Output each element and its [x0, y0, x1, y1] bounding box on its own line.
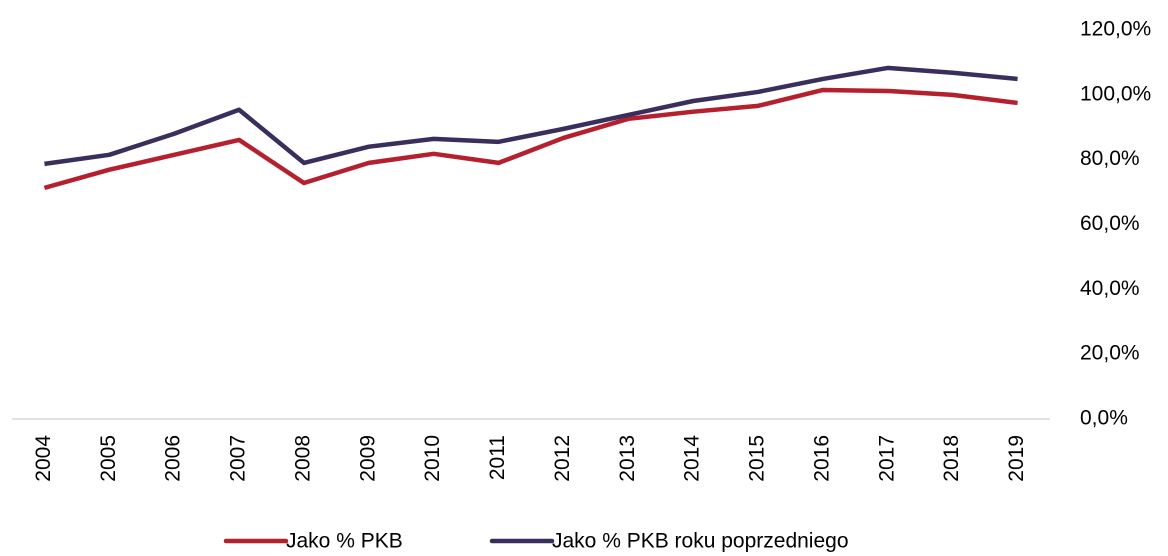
line-series — [44, 65, 1018, 167]
line-series — [43, 87, 1018, 191]
x-tick-label: 2017 — [875, 435, 898, 482]
x-tick-label: 2013 — [616, 435, 639, 482]
y-tick-label: 120,0% — [1080, 18, 1151, 41]
y-tick-label: 40,0% — [1080, 277, 1140, 300]
x-tick-label: 2008 — [291, 435, 314, 482]
legend-label: Jako % PKB roku poprzedniego — [552, 530, 849, 553]
y-tick-label: 60,0% — [1080, 212, 1140, 235]
y-tick-label: 20,0% — [1080, 342, 1140, 365]
x-tick-label: 2006 — [162, 435, 185, 482]
x-tick-label: 2018 — [940, 435, 963, 482]
x-tick-label: 2005 — [97, 435, 120, 482]
x-tick-label: 2010 — [421, 435, 444, 482]
x-tick-label: 2016 — [810, 435, 833, 482]
x-tick-label: 2014 — [681, 435, 704, 482]
x-tick-label: 2011 — [486, 435, 509, 480]
x-tick-label: 2015 — [746, 435, 769, 482]
x-tick-label: 2004 — [32, 435, 55, 482]
y-tick-label: 100,0% — [1080, 82, 1151, 105]
y-tick-label: 0,0% — [1080, 407, 1128, 430]
x-tick-label: 2012 — [551, 435, 574, 482]
y-tick-label: 80,0% — [1080, 147, 1140, 170]
legend-label: Jako % PKB — [286, 530, 403, 553]
x-tick-label: 2009 — [356, 435, 379, 482]
x-tick-label: 2019 — [1005, 435, 1028, 482]
x-tick-label: 2007 — [227, 435, 250, 482]
